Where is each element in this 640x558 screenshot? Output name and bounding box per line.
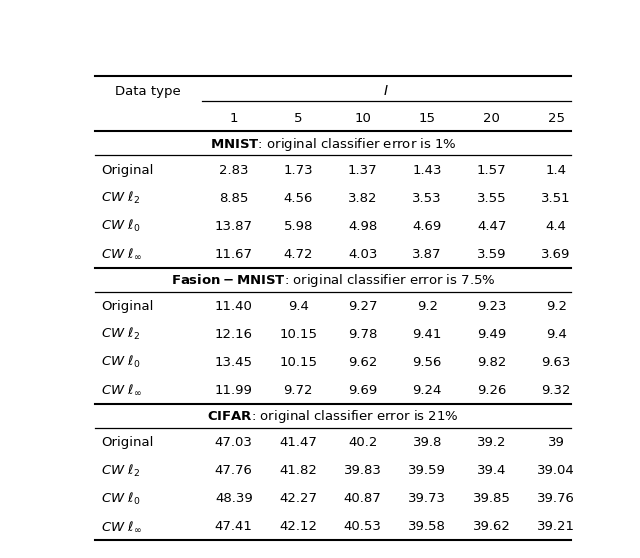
Text: 40.53: 40.53 (344, 520, 381, 533)
Text: $\bf{Fasion-MNIST}$: original classifier error is 7.5%: $\bf{Fasion-MNIST}$: original classifier… (171, 272, 495, 289)
Text: 15: 15 (419, 113, 436, 126)
Text: 13.45: 13.45 (215, 356, 253, 369)
Text: 41.82: 41.82 (279, 464, 317, 477)
Text: 42.27: 42.27 (279, 492, 317, 505)
Text: $\mathit{CW}\ \ell_\infty$: $\mathit{CW}\ \ell_\infty$ (101, 383, 141, 397)
Text: 9.2: 9.2 (546, 300, 566, 313)
Text: Original: Original (101, 300, 153, 313)
Text: 3.87: 3.87 (412, 248, 442, 261)
Text: $\mathit{CW}\ \ell_0$: $\mathit{CW}\ \ell_0$ (101, 490, 140, 507)
Text: 9.26: 9.26 (477, 384, 506, 397)
Text: 8.85: 8.85 (219, 192, 248, 205)
Text: $\bf{MNIST}$: original classifier error is 1%: $\bf{MNIST}$: original classifier error … (209, 136, 456, 152)
Text: 11.99: 11.99 (215, 384, 253, 397)
Text: 3.55: 3.55 (477, 192, 506, 205)
Text: 9.24: 9.24 (413, 384, 442, 397)
Text: 25: 25 (548, 113, 564, 126)
Text: 39.83: 39.83 (344, 464, 381, 477)
Text: 9.78: 9.78 (348, 328, 378, 341)
Text: 12.16: 12.16 (215, 328, 253, 341)
Text: 9.49: 9.49 (477, 328, 506, 341)
Text: 13.87: 13.87 (215, 220, 253, 233)
Text: 4.69: 4.69 (413, 220, 442, 233)
Text: Original: Original (101, 164, 153, 177)
Text: 9.32: 9.32 (541, 384, 571, 397)
Text: $\bf{CIFAR}$: original classifier error is 21%: $\bf{CIFAR}$: original classifier error … (207, 408, 459, 425)
Text: $\mathit{CW}\ \ell_2$: $\mathit{CW}\ \ell_2$ (101, 190, 140, 206)
Text: 4.47: 4.47 (477, 220, 506, 233)
Text: 9.23: 9.23 (477, 300, 506, 313)
Text: 9.72: 9.72 (284, 384, 313, 397)
Text: $\mathit{CW}\ \ell_2$: $\mathit{CW}\ \ell_2$ (101, 326, 140, 343)
Text: 3.59: 3.59 (477, 248, 506, 261)
Text: 4.56: 4.56 (284, 192, 313, 205)
Text: 9.2: 9.2 (417, 300, 438, 313)
Text: Data type: Data type (115, 84, 181, 98)
Text: $\mathit{CW}\ \ell_\infty$: $\mathit{CW}\ \ell_\infty$ (101, 519, 141, 533)
Text: 3.51: 3.51 (541, 192, 571, 205)
Text: 39.85: 39.85 (473, 492, 511, 505)
Text: $\mathit{CW}\ \ell_0$: $\mathit{CW}\ \ell_0$ (101, 354, 140, 371)
Text: 39.04: 39.04 (538, 464, 575, 477)
Text: 47.41: 47.41 (215, 520, 253, 533)
Text: 47.76: 47.76 (215, 464, 253, 477)
Text: 4.4: 4.4 (546, 220, 566, 233)
Text: 47.03: 47.03 (215, 436, 253, 449)
Text: $\mathit{CW}\ \ell_\infty$: $\mathit{CW}\ \ell_\infty$ (101, 247, 141, 261)
Text: 2.83: 2.83 (219, 164, 248, 177)
Text: 4.98: 4.98 (348, 220, 378, 233)
Text: 40.2: 40.2 (348, 436, 378, 449)
Text: 9.69: 9.69 (348, 384, 378, 397)
Text: 10: 10 (355, 113, 371, 126)
Text: 3.53: 3.53 (412, 192, 442, 205)
Text: 9.62: 9.62 (348, 356, 378, 369)
Text: $\mathit{CW}\ \ell_0$: $\mathit{CW}\ \ell_0$ (101, 218, 140, 234)
Text: $\mathit{CW}\ \ell_2$: $\mathit{CW}\ \ell_2$ (101, 463, 140, 479)
Text: 39.58: 39.58 (408, 520, 446, 533)
Text: 1.43: 1.43 (412, 164, 442, 177)
Text: 1: 1 (230, 113, 238, 126)
Text: 9.4: 9.4 (546, 328, 566, 341)
Text: 1.73: 1.73 (284, 164, 313, 177)
Text: 1.37: 1.37 (348, 164, 378, 177)
Text: 5.98: 5.98 (284, 220, 313, 233)
Text: 39.21: 39.21 (537, 520, 575, 533)
Text: 20: 20 (483, 113, 500, 126)
Text: 9.63: 9.63 (541, 356, 571, 369)
Text: 39.2: 39.2 (477, 436, 506, 449)
Text: 39.62: 39.62 (473, 520, 511, 533)
Text: 39.76: 39.76 (537, 492, 575, 505)
Text: 10.15: 10.15 (279, 356, 317, 369)
Text: Original: Original (101, 436, 153, 449)
Text: 39.59: 39.59 (408, 464, 446, 477)
Text: 39.8: 39.8 (413, 436, 442, 449)
Text: 4.03: 4.03 (348, 248, 378, 261)
Text: 1.4: 1.4 (546, 164, 566, 177)
Text: 39.4: 39.4 (477, 464, 506, 477)
Text: 9.56: 9.56 (413, 356, 442, 369)
Text: 39: 39 (548, 436, 564, 449)
Text: 39.73: 39.73 (408, 492, 446, 505)
Text: 9.41: 9.41 (413, 328, 442, 341)
Text: 11.67: 11.67 (215, 248, 253, 261)
Text: 9.4: 9.4 (288, 300, 308, 313)
Text: 9.27: 9.27 (348, 300, 378, 313)
Text: 10.15: 10.15 (279, 328, 317, 341)
Text: $\mathit{I}$: $\mathit{I}$ (383, 84, 389, 98)
Text: 3.69: 3.69 (541, 248, 571, 261)
Text: 1.57: 1.57 (477, 164, 506, 177)
Text: 5: 5 (294, 113, 303, 126)
Text: 4.72: 4.72 (284, 248, 313, 261)
Text: 40.87: 40.87 (344, 492, 381, 505)
Text: 11.40: 11.40 (215, 300, 253, 313)
Text: 9.82: 9.82 (477, 356, 506, 369)
Text: 42.12: 42.12 (279, 520, 317, 533)
Text: 41.47: 41.47 (279, 436, 317, 449)
Text: 48.39: 48.39 (215, 492, 253, 505)
Text: 3.82: 3.82 (348, 192, 378, 205)
